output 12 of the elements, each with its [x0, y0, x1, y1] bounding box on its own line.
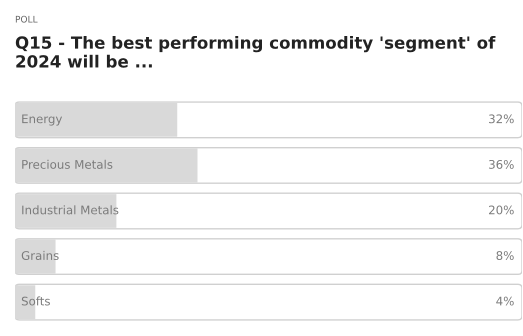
y-tick-label: Industrial Metals	[22, 205, 118, 214]
y-tick-label: Precious Metals	[22, 160, 112, 169]
y-tick-label: Energy	[22, 114, 62, 126]
chart-subtitle: POLL	[16, 16, 38, 23]
data-label: 32%	[489, 114, 514, 124]
chart-title: Q15 - The best performing commodity 'segment' of 2024 will be ...	[16, 36, 496, 68]
data-label: 4%	[496, 296, 514, 306]
data-label: 20%	[489, 206, 514, 214]
data-label: 36%	[489, 160, 514, 169]
y-tick-label: Softs	[22, 296, 50, 306]
y-tick-label: Grains	[22, 250, 59, 260]
data-label: 8%	[496, 251, 514, 260]
